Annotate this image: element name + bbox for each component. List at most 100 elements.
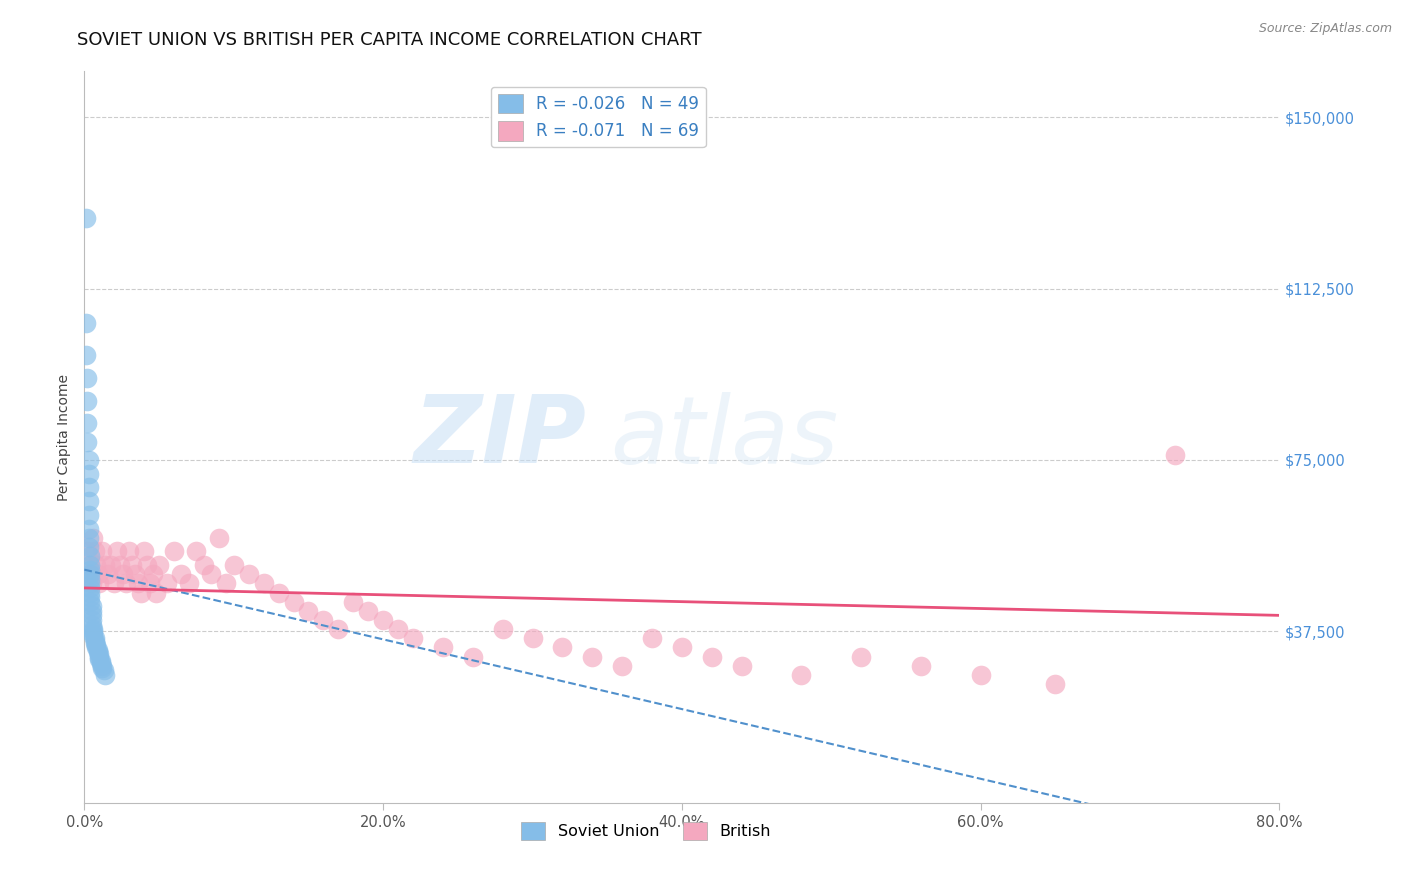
Point (77, 494, 100, 508)
Point (87, 645, 110, 659)
Point (89, 576, 111, 591)
Point (79, 558, 101, 573)
Point (79, 567, 101, 582)
Point (238, 567, 260, 582)
Point (77, 531, 100, 545)
Point (970, 667, 993, 681)
Point (75, 211, 97, 225)
Point (103, 576, 125, 591)
Point (86, 640, 108, 655)
Point (200, 567, 222, 582)
Point (80, 599, 103, 614)
Point (492, 622, 515, 636)
Point (87, 642, 110, 657)
Point (83, 544, 105, 558)
Point (80, 617, 103, 632)
Point (121, 558, 143, 573)
Text: atlas: atlas (610, 392, 838, 483)
Point (208, 531, 231, 545)
Point (90, 657, 112, 671)
Point (77, 540, 100, 554)
Point (79, 563, 101, 577)
Point (170, 567, 193, 582)
Point (671, 640, 693, 655)
Point (75, 348, 97, 362)
Point (186, 544, 208, 558)
Point (77, 521, 100, 535)
Point (129, 585, 152, 599)
Point (115, 576, 138, 591)
Point (177, 576, 200, 591)
Point (79, 576, 101, 591)
Point (267, 585, 290, 599)
Point (76, 434, 98, 449)
Y-axis label: Per Capita Income: Per Capita Income (58, 374, 72, 500)
Point (148, 558, 170, 573)
Point (551, 640, 574, 655)
Point (89, 649, 111, 664)
Point (87, 567, 110, 582)
Point (77, 558, 100, 573)
Text: SOVIET UNION VS BRITISH PER CAPITA INCOME CORRELATION CHART: SOVIET UNION VS BRITISH PER CAPITA INCOM… (77, 31, 702, 49)
Point (127, 576, 149, 591)
Point (612, 658, 634, 673)
Point (82, 629, 104, 643)
Point (79, 594, 101, 608)
Point (402, 632, 425, 646)
Point (77, 480, 100, 494)
Point (731, 658, 754, 673)
Point (80, 604, 103, 618)
Point (357, 604, 380, 618)
Point (79, 567, 101, 582)
Point (89, 652, 111, 666)
Point (83, 633, 105, 648)
Point (105, 544, 128, 558)
Point (94, 667, 117, 681)
Point (82, 622, 104, 636)
Text: Source: ZipAtlas.com: Source: ZipAtlas.com (1258, 22, 1392, 36)
Point (77, 508, 100, 522)
Point (1164, 448, 1187, 462)
Point (432, 640, 454, 655)
Point (76, 393, 98, 408)
Point (80, 608, 103, 623)
Point (86, 638, 108, 652)
Point (91, 658, 114, 673)
Point (94, 558, 117, 573)
Point (145, 585, 167, 599)
Point (132, 544, 156, 558)
Point (86, 558, 108, 573)
Point (79, 549, 101, 563)
Point (387, 622, 409, 636)
Text: ZIP: ZIP (413, 391, 586, 483)
Point (76, 370, 98, 384)
Point (910, 658, 932, 673)
Point (112, 567, 135, 582)
Point (90, 654, 112, 668)
Point (118, 544, 141, 558)
Point (163, 544, 186, 558)
Point (215, 576, 238, 591)
Point (89, 647, 111, 661)
Point (82, 624, 104, 639)
Point (83, 636, 105, 650)
Point (222, 558, 245, 573)
Point (75, 316, 97, 330)
Point (136, 558, 159, 573)
Point (461, 649, 484, 664)
Point (110, 558, 132, 573)
Point (342, 594, 364, 608)
Point (142, 567, 165, 582)
Point (93, 663, 115, 677)
Point (790, 667, 813, 681)
Point (297, 604, 319, 618)
Point (91, 661, 114, 675)
Point (1045, 677, 1067, 691)
Point (80, 576, 103, 591)
Point (77, 467, 100, 481)
Point (851, 649, 873, 664)
Point (193, 558, 215, 573)
Point (82, 531, 104, 545)
Point (97, 567, 120, 582)
Point (155, 576, 177, 591)
